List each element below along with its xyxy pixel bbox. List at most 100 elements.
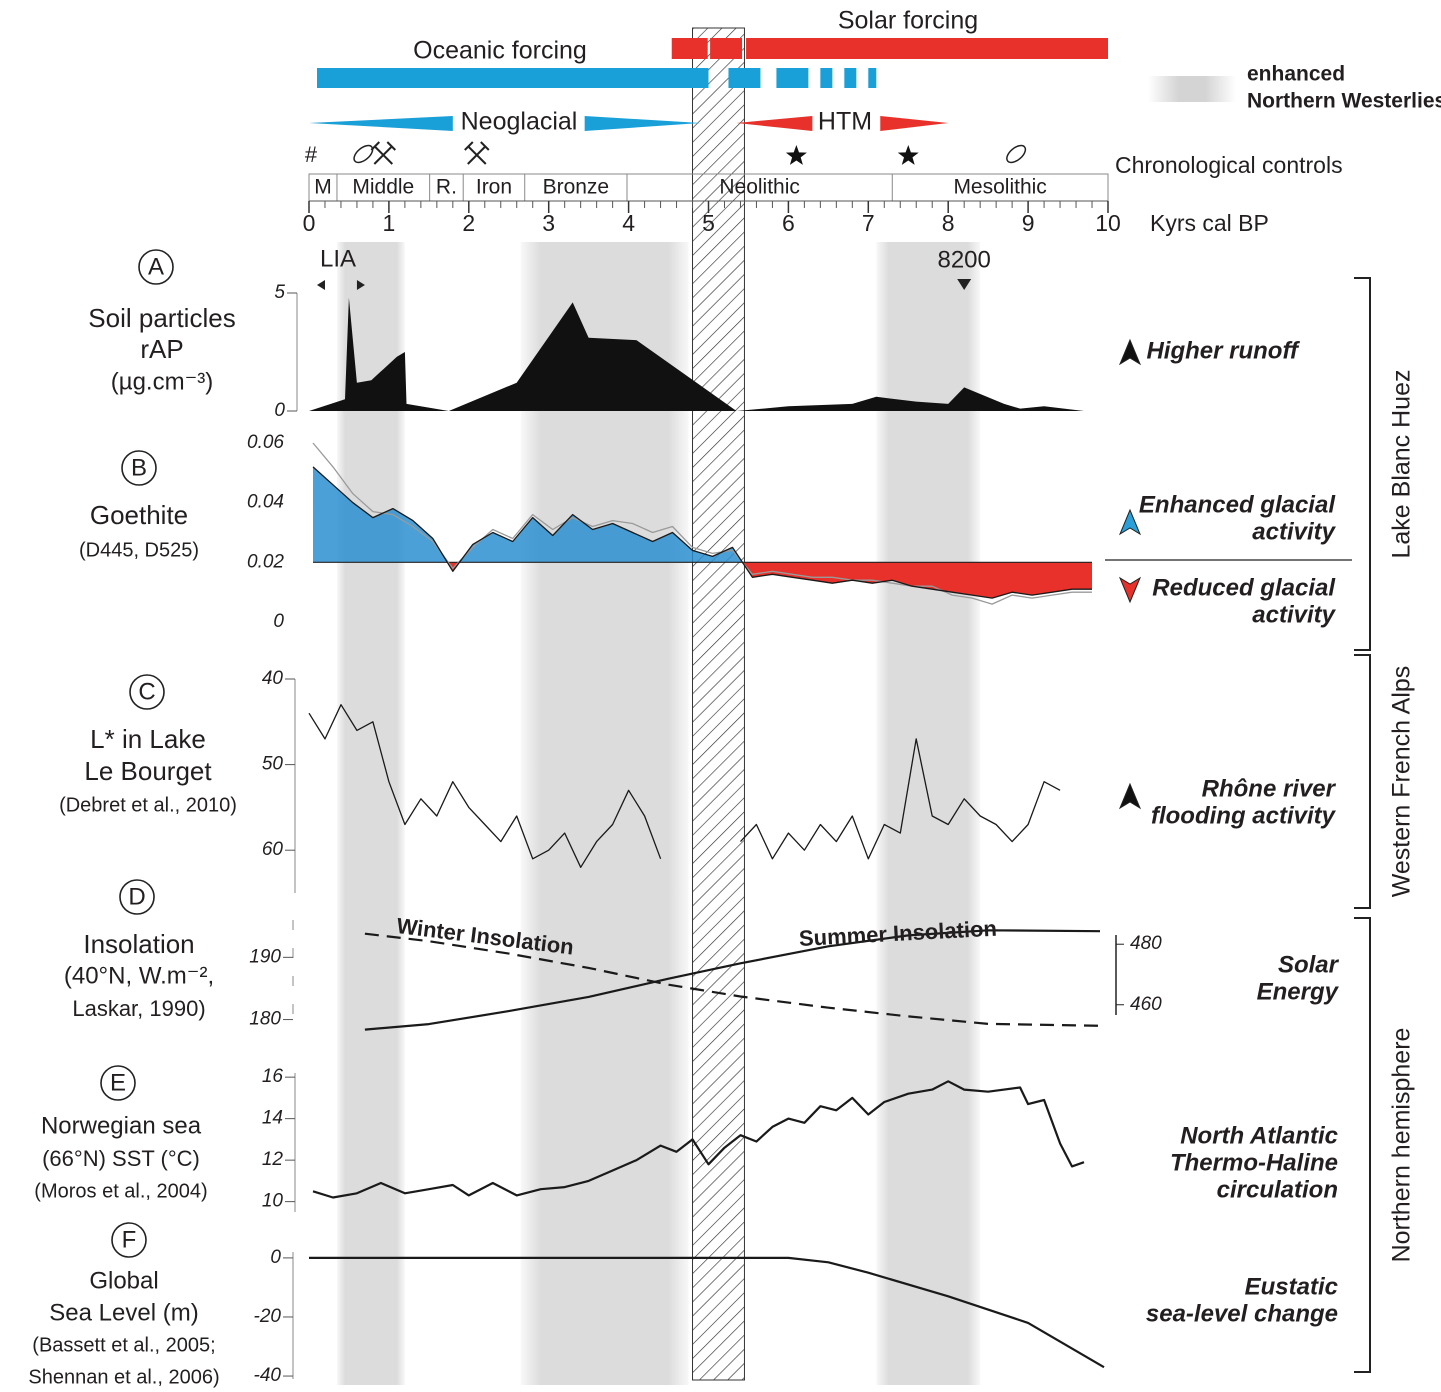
foreground-layer: Solar forcing Oceanic forcing Neoglacial HT… xyxy=(28,7,1441,1389)
interpretation-label: activity xyxy=(1252,518,1336,545)
x-tick-label: 10 xyxy=(1095,210,1121,236)
line xyxy=(312,1080,1085,1199)
interpretation-label: North Atlantic xyxy=(1180,1122,1338,1149)
y-tick-label: 40 xyxy=(262,668,284,689)
panel-label: (Bassett et al., 2005; xyxy=(32,1334,215,1356)
hammer-icon xyxy=(467,145,487,165)
y2-tick-label: 480 xyxy=(1130,933,1162,954)
forcing-label: Oceanic forcing xyxy=(413,37,587,65)
x-axis-label: Kyrs cal BP xyxy=(1150,210,1269,236)
hatched-band xyxy=(692,27,745,1381)
line xyxy=(740,738,1061,860)
forcing-bar xyxy=(746,38,1108,59)
y-tick-label: 0.04 xyxy=(247,492,284,513)
lia-arrow xyxy=(356,280,365,290)
panel-letter-circle xyxy=(119,879,155,915)
phase-wedge xyxy=(309,116,453,131)
background-layer xyxy=(336,27,981,1385)
forcing-bar xyxy=(316,68,709,88)
panel-letter: A xyxy=(148,253,164,280)
x-tick-label: 9 xyxy=(1022,210,1035,236)
y-tick-label: 12 xyxy=(262,1149,284,1170)
trend-icon xyxy=(1118,576,1142,604)
x-tick-label: 4 xyxy=(622,210,635,236)
westerlies-band xyxy=(876,242,981,1385)
period-label: Mesolithic xyxy=(953,176,1046,199)
panel-label: Le Bourget xyxy=(84,756,212,786)
x-tick-label: 6 xyxy=(782,210,795,236)
region-label: Western French Alps xyxy=(1388,666,1416,898)
interpretation-label: Thermo-Haline xyxy=(1170,1149,1338,1176)
line xyxy=(364,929,1101,1031)
forcing-bar xyxy=(728,68,761,88)
panel-label: L* in Lake xyxy=(90,724,206,754)
y-tick-label: 10 xyxy=(262,1191,284,1212)
line xyxy=(312,466,1092,599)
panel-label: (40°N, W.m⁻², xyxy=(64,962,214,989)
panel-letter: E xyxy=(110,1069,126,1096)
y-tick-label: 14 xyxy=(262,1108,283,1129)
panel-letter: F xyxy=(122,1226,137,1253)
line xyxy=(308,704,662,868)
lia-arrow xyxy=(316,280,325,290)
period-label: Neolithic xyxy=(719,176,800,199)
hammer-icon xyxy=(373,145,394,165)
fill-above-baseline xyxy=(312,466,1093,563)
x-tick-label: 7 xyxy=(862,210,875,236)
period-label: M xyxy=(314,176,332,199)
westerlies-band xyxy=(336,242,405,1385)
period-label: R. xyxy=(436,176,457,199)
x-tick-label: 0 xyxy=(303,210,316,236)
interpretation-label: Solar xyxy=(1278,951,1340,978)
panel-letter: C xyxy=(138,678,155,705)
panel-letter-circle xyxy=(100,1065,136,1101)
interpretation-label: circulation xyxy=(1217,1176,1338,1203)
leaf-icon xyxy=(1006,144,1027,164)
x-tick-label: 3 xyxy=(542,210,555,236)
x-tick-label: 5 xyxy=(702,210,715,236)
westerlies-band xyxy=(520,242,689,1385)
controls-label: Chronological controls xyxy=(1115,152,1343,178)
y-tick-label: 190 xyxy=(249,946,281,967)
phase-wedge xyxy=(880,116,949,131)
panel-label: Global xyxy=(89,1267,158,1294)
trend-icon xyxy=(1118,508,1142,536)
y-tick-label: 0 xyxy=(270,1247,281,1268)
legend-label: enhanced xyxy=(1247,63,1345,86)
panel-label: Insolation xyxy=(83,929,194,959)
panel-label: Laskar, 1990) xyxy=(72,996,205,1021)
forcing-bar xyxy=(868,68,877,88)
panel-label: rAP xyxy=(140,334,183,364)
panel-label: Goethite xyxy=(90,500,188,530)
y-tick-label: -40 xyxy=(254,1365,282,1386)
panel-letter-circle xyxy=(138,249,174,285)
trend-icon xyxy=(1118,782,1142,810)
panel-label: Sea Level (m) xyxy=(49,1299,198,1326)
phase-label: HTM xyxy=(818,108,872,136)
y-tick-label: -20 xyxy=(254,1306,282,1327)
period-label: Bronze xyxy=(543,176,610,199)
period-label: Iron xyxy=(476,176,512,199)
area xyxy=(309,297,1085,411)
interpretation-label: Rhône river xyxy=(1202,775,1337,802)
phase-label: Neoglacial xyxy=(461,108,578,136)
forcing-bar xyxy=(820,68,833,88)
panel-letter-circle xyxy=(121,450,157,486)
interpretation-label: Energy xyxy=(1257,978,1340,1005)
y-tick-label: 16 xyxy=(262,1066,284,1087)
panel-letter: D xyxy=(128,883,145,910)
panel-label: Soil particles xyxy=(88,303,235,333)
forcing-bar xyxy=(844,68,857,88)
x-tick-label: 1 xyxy=(383,210,396,236)
interpretation-label: activity xyxy=(1252,601,1336,628)
phase-wedge xyxy=(736,116,813,131)
y2-tick-label: 460 xyxy=(1130,994,1162,1015)
panel-label: (Moros et al., 2004) xyxy=(34,1180,207,1202)
y-tick-label: 50 xyxy=(262,754,284,775)
region-bracket xyxy=(1354,277,1371,651)
region-bracket xyxy=(1354,654,1371,909)
interpretation-label: Eustatic xyxy=(1245,1273,1338,1300)
forcing-bar xyxy=(671,38,708,59)
x-tick-label: 2 xyxy=(462,210,475,236)
